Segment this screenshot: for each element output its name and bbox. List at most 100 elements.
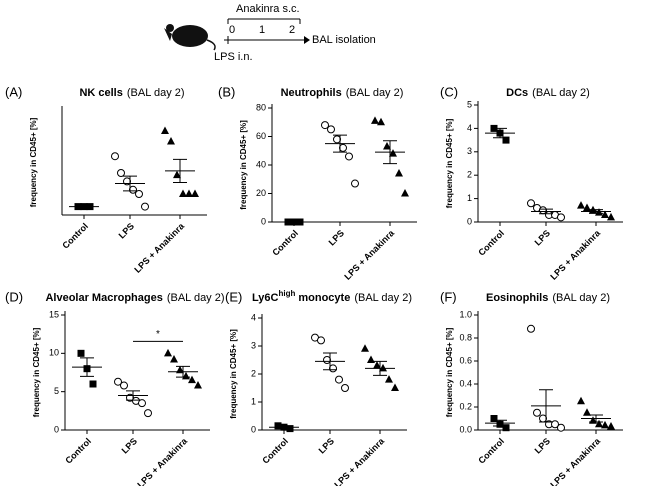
y-tick-label: 20 — [256, 188, 266, 198]
panel-label: (F) — [440, 289, 457, 304]
data-point — [527, 199, 535, 208]
day-label: 2 — [289, 24, 295, 36]
y-tick-label: 0.2 — [459, 401, 472, 411]
data-point — [361, 344, 369, 352]
data-point — [179, 189, 187, 197]
data-point — [335, 375, 343, 384]
y-tick-label: 10 — [49, 348, 59, 358]
data-point — [351, 179, 359, 188]
panel-title: Alveolar Macrophages (BAL day 2) — [45, 292, 224, 304]
data-point — [557, 423, 565, 432]
data-point — [557, 213, 565, 222]
panel-title: DCs (BAL day 2) — [506, 87, 590, 99]
panel-title: Neutrophils (BAL day 2) — [281, 87, 404, 99]
day-label: 1 — [259, 24, 265, 36]
panel-label: (C) — [440, 84, 458, 99]
y-tick-label: 0 — [251, 424, 256, 434]
sem-bar — [589, 414, 603, 423]
sem-bar — [333, 134, 347, 153]
data-point — [527, 324, 535, 333]
y-tick-label: 1 — [467, 193, 472, 203]
data-point — [111, 152, 119, 161]
y-tick-label: 2 — [467, 170, 472, 180]
sem-bar — [173, 158, 187, 183]
y-tick-label: 80 — [256, 102, 266, 112]
data-point — [502, 424, 510, 432]
data-point — [135, 190, 143, 198]
data-point — [188, 375, 196, 384]
x-tick-label: Control — [260, 436, 290, 466]
data-point — [274, 422, 282, 430]
data-point — [321, 121, 329, 130]
panel-label: (A) — [5, 84, 22, 99]
sem-bar — [287, 221, 301, 223]
y-axis-label: frequency in CD45+ [%] — [29, 117, 38, 207]
sem-bar — [493, 419, 507, 427]
data-point — [551, 420, 559, 429]
data-point — [167, 137, 175, 145]
y-tick-label: 0.6 — [459, 355, 472, 365]
x-tick-label: LPS — [317, 436, 336, 455]
y-tick-label: 0 — [54, 424, 59, 434]
data-point — [533, 408, 541, 417]
y-tick-label: 15 — [49, 309, 59, 319]
data-point — [583, 203, 591, 211]
sem-bar — [323, 352, 337, 371]
y-tick-label: 0.8 — [459, 332, 472, 342]
y-tick-label: 2 — [251, 368, 256, 378]
data-point — [391, 383, 399, 391]
data-point — [77, 349, 85, 357]
significance: * — [156, 329, 160, 340]
y-tick-label: 1 — [251, 396, 256, 406]
y-tick-label: 3 — [467, 146, 472, 156]
y-axis-label: frequency in CD45+ [%] — [445, 327, 454, 417]
data-point — [185, 189, 193, 197]
data-point — [327, 125, 335, 134]
sem-bar — [383, 140, 397, 165]
panel-label: (B) — [218, 84, 235, 99]
data-point — [345, 152, 353, 161]
data-point — [577, 396, 585, 405]
sem-bar — [277, 425, 291, 429]
data-point — [502, 136, 510, 144]
x-tick-label: Control — [60, 221, 90, 251]
data-point — [138, 399, 146, 408]
endpoint: BAL isolation — [312, 34, 376, 46]
title-part: DCs — [506, 87, 528, 99]
data-point — [595, 419, 603, 428]
data-point — [539, 206, 547, 215]
challenge: LPS i.n. — [214, 51, 253, 63]
sem-bar — [126, 390, 140, 401]
x-tick-label: LPS + Anakinra — [548, 435, 602, 486]
data-point — [383, 141, 391, 150]
x-tick-label: Control — [476, 436, 506, 466]
data-point — [339, 143, 347, 152]
panel-title: Eosinophils (BAL day 2) — [486, 292, 610, 304]
data-point — [607, 212, 615, 221]
title-part: (BAL day 2) — [127, 87, 185, 99]
data-point — [170, 354, 178, 363]
title-part: Ly6C — [252, 292, 279, 304]
data-point — [341, 384, 349, 392]
y-tick-label: 4 — [251, 312, 256, 322]
sem-bar — [539, 208, 553, 215]
y-tick-label: 4 — [467, 123, 472, 133]
x-tick-label: LPS + Anakinra — [135, 435, 189, 486]
title-part: (BAL day 2) — [552, 292, 610, 304]
data-point — [601, 420, 609, 429]
x-tick-label: Control — [63, 436, 93, 466]
panel-title: NK cells (BAL day 2) — [79, 87, 184, 99]
sem-bar — [589, 209, 603, 214]
y-tick-label: 0.4 — [459, 378, 472, 388]
panel-label: (D) — [5, 289, 23, 304]
title-part: Neutrophils — [281, 87, 342, 99]
y-tick-label: 5 — [467, 99, 472, 109]
x-tick-label: Control — [476, 228, 506, 258]
panel-label: (E) — [225, 289, 242, 304]
sem-bar — [373, 360, 387, 376]
x-tick-label: LPS — [533, 228, 552, 247]
data-point — [89, 380, 97, 388]
data-point — [379, 363, 387, 372]
title-part: NK cells — [79, 87, 122, 99]
